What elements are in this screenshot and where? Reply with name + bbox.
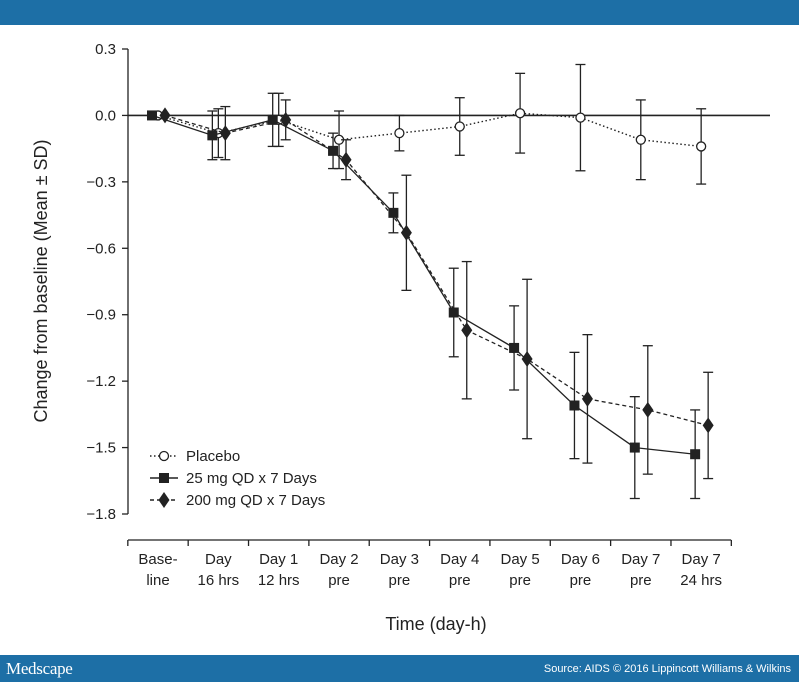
legend-item: 200 mg QD x 7 Days: [150, 492, 325, 509]
y-tick-label: 0.0: [95, 107, 116, 124]
footer-bar: Medscape Source: AIDS © 2016 Lippincott …: [0, 655, 799, 682]
x-tick-label: pre: [630, 572, 652, 589]
data-point: [635, 134, 646, 145]
legend-label: 200 mg QD x 7 Days: [186, 492, 325, 509]
x-tick-label: Day 7: [682, 551, 721, 568]
data-point: [219, 125, 231, 142]
medscape-logo: Medscape: [6, 658, 73, 678]
series-square: [147, 92, 701, 500]
data-point: [147, 110, 157, 121]
y-tick-label: −1.8: [86, 506, 116, 523]
x-tick-label: pre: [449, 572, 471, 589]
data-point: [514, 108, 526, 119]
axes: 0.3 0.0 −0.3 −0.6 −0.9 −1.2 −1.5 −1.8 Base-line D…: [86, 41, 770, 589]
data-point: [642, 401, 654, 418]
x-tick-label: line: [146, 572, 169, 589]
data-point: [448, 307, 459, 318]
x-tick-label: Day 6: [561, 551, 600, 568]
x-tick-label: Day 7: [621, 551, 660, 568]
header-bar: [0, 0, 799, 25]
data-point: [702, 417, 714, 434]
x-tick-label: Day 4: [440, 551, 479, 568]
y-tick-label: −0.9: [86, 307, 116, 324]
legend-marker: [158, 492, 170, 508]
data-point: [267, 114, 278, 125]
data-point: [454, 121, 465, 132]
x-tick-label: pre: [328, 572, 350, 589]
legend-label: Placebo: [186, 448, 240, 465]
legend-item: Placebo: [150, 448, 240, 465]
data-point: [280, 111, 292, 128]
series-line: [164, 114, 709, 427]
data-point: [328, 145, 339, 156]
series-line: [151, 114, 696, 455]
legend-item: 25 mg QD x 7 Days: [150, 470, 317, 487]
legend: Placebo 25 mg QD x 7 Days 200 mg QD x 7 Da…: [150, 448, 325, 509]
x-tick-label: Day 2: [319, 551, 358, 568]
series-line: [157, 112, 702, 148]
x-tick-label: pre: [570, 572, 592, 589]
data-point: [340, 151, 352, 168]
data-point: [400, 224, 412, 241]
plot-area: [147, 63, 714, 500]
x-tick-label: 12 hrs: [258, 572, 300, 589]
legend-marker: [159, 473, 169, 483]
x-tick-label: 16 hrs: [197, 572, 239, 589]
y-tick-label: −1.5: [86, 440, 116, 457]
chart: 0.3 0.0 −0.3 −0.6 −0.9 −1.2 −1.5 −1.8 Base-line D…: [31, 41, 770, 634]
data-point: [690, 449, 701, 460]
y-tick-label: −0.6: [86, 240, 116, 257]
y-tick-label: −0.3: [86, 174, 116, 191]
y-axis-label: Change from baseline (Mean ± SD): [31, 139, 51, 422]
data-point: [207, 130, 218, 141]
x-tick-label: Day 1: [259, 551, 298, 568]
x-tick-label: pre: [509, 572, 531, 589]
data-point: [569, 400, 580, 411]
x-tick-label: pre: [389, 572, 411, 589]
data-point: [509, 342, 520, 353]
x-axis-label: Time (day-h): [385, 614, 486, 634]
x-tick-label: Day 5: [501, 551, 540, 568]
source-credit: Source: AIDS © 2016 Lippincott Williams …: [543, 662, 791, 675]
data-point: [159, 107, 171, 124]
data-point: [521, 351, 533, 367]
legend-marker: [158, 450, 170, 462]
x-tick-label: 24 hrs: [680, 572, 722, 589]
y-tick-label: −1.2: [86, 373, 116, 390]
legend-label: 25 mg QD x 7 Days: [186, 470, 317, 487]
data-point: [575, 112, 586, 123]
y-tick-label: 0.3: [95, 41, 116, 58]
data-point: [581, 390, 593, 407]
x-tick-label: Base-: [138, 551, 177, 568]
series-diamond: [159, 99, 714, 480]
data-point: [461, 322, 473, 339]
x-tick-label: Day 3: [380, 551, 419, 568]
data-point: [629, 442, 640, 453]
data-point: [696, 141, 707, 152]
series-circle: [152, 63, 707, 185]
data-point: [394, 127, 405, 139]
data-point: [388, 207, 399, 218]
x-tick-label: Day: [205, 551, 232, 568]
